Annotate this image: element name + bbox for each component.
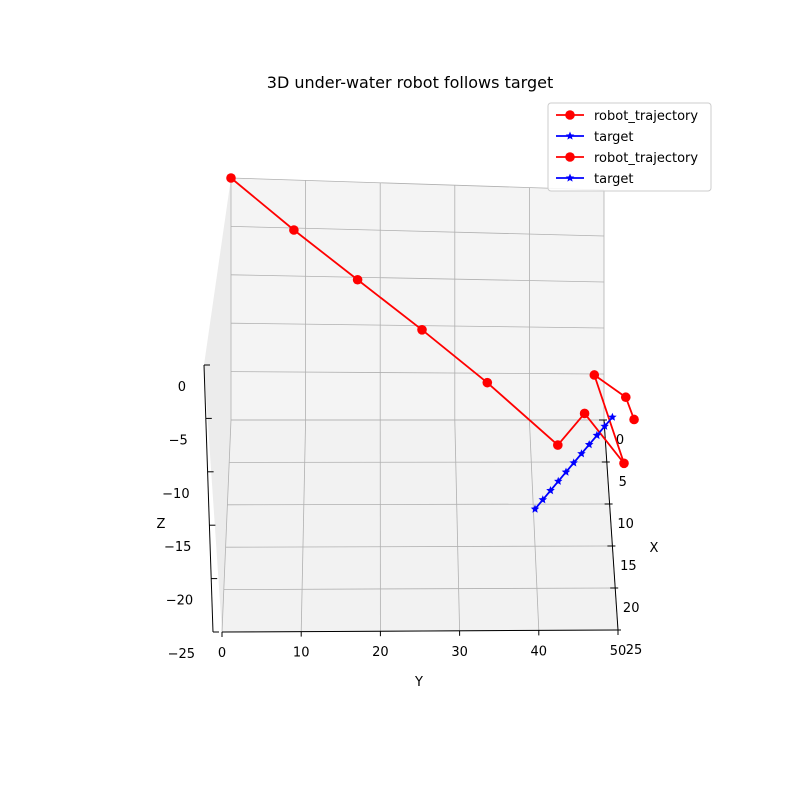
- point-target: [538, 495, 548, 504]
- point-robot_trajectory: [553, 440, 563, 450]
- legend: robot_trajectorytargetrobot_trajectoryta…: [547, 102, 712, 192]
- legend-marker: [565, 110, 575, 120]
- legend-label: robot_trajectory: [594, 151, 698, 166]
- legend-label: target: [594, 172, 634, 187]
- legend-label: target: [594, 130, 634, 145]
- x-tick-label: 5: [619, 475, 627, 490]
- x-tick-label: 25: [626, 643, 643, 658]
- x-tick-label: 15: [620, 559, 637, 574]
- grid-line-x-floor: [227, 503, 610, 506]
- y-axis-label: Y: [414, 675, 423, 690]
- tick-labels: 0 10 20 30 40 50 0 5 10 15 20 25 0 −5 −10 −15 −20 −25: [162, 364, 643, 662]
- point-robot_trajectory: [289, 225, 299, 235]
- legend-marker: [565, 131, 575, 140]
- point-target: [554, 476, 563, 485]
- point-robot_trajectory: [620, 392, 631, 403]
- grid-line-y-floor: [300, 419, 306, 632]
- legend-box: [547, 102, 712, 192]
- grid-line-y-floor: [221, 419, 232, 633]
- grid-line-z-wall: [230, 274, 605, 283]
- y-tick-label: 50: [610, 644, 627, 659]
- point-robot_trajectory: [482, 377, 493, 388]
- point-target: [592, 430, 602, 440]
- z-tick-label: −15: [164, 540, 191, 555]
- grid-line-x-floor: [225, 545, 613, 548]
- grid-line-z-wall: [230, 177, 605, 191]
- point-target: [608, 412, 617, 421]
- y-axis-line: [221, 629, 619, 633]
- x-tick-label: 20: [623, 601, 640, 616]
- legend-label: robot_trajectory: [594, 109, 698, 124]
- y-tick-label: 20: [372, 645, 389, 660]
- z-axis-line: [203, 364, 214, 633]
- point-robot_trajectory: [589, 370, 600, 380]
- floor-pane: [222, 420, 618, 632]
- grid-line-x-floor: [223, 587, 616, 590]
- point-robot_trajectory: [579, 408, 590, 419]
- point-target: [577, 449, 586, 458]
- z-tick-label: −20: [166, 594, 193, 609]
- point-robot_trajectory: [352, 274, 363, 285]
- axis-lines: [203, 364, 619, 633]
- point-target: [584, 440, 594, 449]
- point-target: [546, 486, 555, 495]
- z-axis-label: Z: [157, 517, 166, 532]
- y-tick-label: 10: [293, 646, 310, 661]
- point-robot_trajectory: [417, 324, 427, 335]
- left-pane: [204, 178, 231, 632]
- point-robot_trajectory: [629, 414, 639, 425]
- y-tick-label: 30: [451, 645, 468, 660]
- x-axis-label: X: [650, 541, 659, 556]
- x-axis-line: [603, 419, 619, 631]
- grid-line-y-floor: [529, 419, 540, 631]
- y-tick-label: 40: [531, 644, 548, 659]
- grid-line-z-wall: [230, 371, 605, 375]
- point-target: [600, 421, 609, 430]
- axes-panes: [204, 178, 618, 632]
- point-target: [569, 458, 578, 467]
- series-layer: [226, 173, 639, 513]
- chart-title: 3D under-water robot follows target: [267, 73, 553, 92]
- back-pane: [231, 178, 604, 420]
- z-tick-label: 0: [178, 380, 186, 395]
- point-robot_trajectory: [226, 173, 236, 183]
- legend-marker: [565, 152, 575, 162]
- legend-marker: [565, 173, 575, 182]
- z-tick-label: −10: [162, 487, 189, 502]
- point-target: [530, 504, 540, 513]
- grid-line-y-floor: [454, 419, 460, 631]
- point-target: [561, 467, 571, 476]
- z-tick-label: −25: [168, 647, 195, 662]
- y-tick-label: 0: [218, 646, 226, 661]
- z-tick-label: −5: [169, 433, 188, 448]
- point-robot_trajectory: [619, 458, 629, 469]
- x-tick-label: 10: [617, 517, 634, 532]
- x-tick-label: 0: [616, 433, 624, 448]
